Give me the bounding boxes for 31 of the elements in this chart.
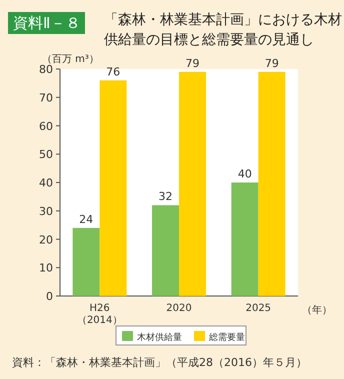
data-label: 32 <box>158 190 172 204</box>
bar <box>72 228 100 296</box>
y-tick-label: 20 <box>39 233 53 246</box>
text: 資料：「森林・林業基本計画」（平成28（2016）年５月） <box>12 355 307 370</box>
data-label: 79 <box>264 56 279 70</box>
y-tick-label: 50 <box>39 148 53 162</box>
data-label: 76 <box>106 65 120 78</box>
x-tick-label: 2025 <box>246 303 272 314</box>
legend-label: 総需要量 <box>208 332 245 343</box>
x-tick-label: 2020 <box>166 303 192 314</box>
text: 資料Ⅱ－８ <box>8 12 86 34</box>
data-label: 40 <box>238 168 252 180</box>
y-tick-label: 70 <box>39 91 53 104</box>
data-label: 24 <box>79 212 94 226</box>
bar <box>152 205 179 296</box>
y-tick-label: 10 <box>39 262 53 275</box>
y-axis-title: （百万 m³） <box>42 54 99 65</box>
x-axis-title: （年） <box>302 304 332 316</box>
y-tick-label: 30 <box>39 204 53 218</box>
x-tick-label: H26 （2014） <box>76 303 122 326</box>
y-tick-label: 60 <box>39 120 53 133</box>
y-tick-label: 80 <box>39 63 53 76</box>
y-tick-label: 0 <box>46 290 53 303</box>
data-label: 79 <box>186 56 200 70</box>
y-tick-label: 40 <box>39 176 53 190</box>
bar <box>231 182 258 296</box>
bar <box>258 72 286 296</box>
chart-title: 「森林・林業基本計画」における木材供給量の目標と総需要量の見通し <box>104 11 342 50</box>
bar <box>100 80 127 296</box>
legend-label: 木材供給量 <box>137 332 182 343</box>
bar <box>179 72 206 296</box>
